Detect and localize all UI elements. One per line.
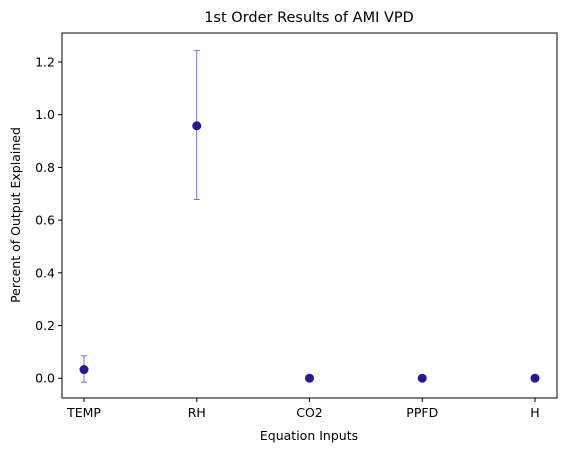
x-tick-label: H: [530, 405, 539, 420]
x-tick-label: CO2: [296, 405, 323, 420]
y-tick-label: 0.6: [35, 213, 55, 228]
x-tick-label: RH: [188, 405, 206, 420]
data-point: [305, 373, 314, 383]
data-point: [530, 373, 540, 383]
x-tick-label: PPFD: [406, 405, 438, 420]
x-axis-label: Equation Inputs: [260, 428, 358, 443]
y-tick-label: 0.4: [35, 265, 55, 280]
data-point: [79, 365, 89, 375]
y-axis: 0.0 0.2 0.4 0.6 0.8 1.0 1.2: [35, 54, 62, 386]
y-tick-label: 0.8: [35, 160, 55, 175]
plot-frame: [61, 32, 558, 399]
y-tick-label: 1.2: [35, 54, 55, 69]
y-axis-label: Percent of Output Explained: [8, 127, 23, 303]
data-point: [417, 373, 427, 383]
y-tick-label: 0.2: [35, 318, 55, 333]
chart-title: 1st Order Results of AMI VPD: [204, 10, 414, 26]
data-series: [79, 50, 540, 383]
x-tick-label: TEMP: [66, 405, 101, 420]
data-point: [192, 121, 202, 131]
y-tick-label: 1.0: [35, 107, 55, 122]
y-tick-label: 0.0: [35, 371, 55, 386]
x-axis: TEMP RH CO2 PPFD H: [66, 398, 540, 420]
